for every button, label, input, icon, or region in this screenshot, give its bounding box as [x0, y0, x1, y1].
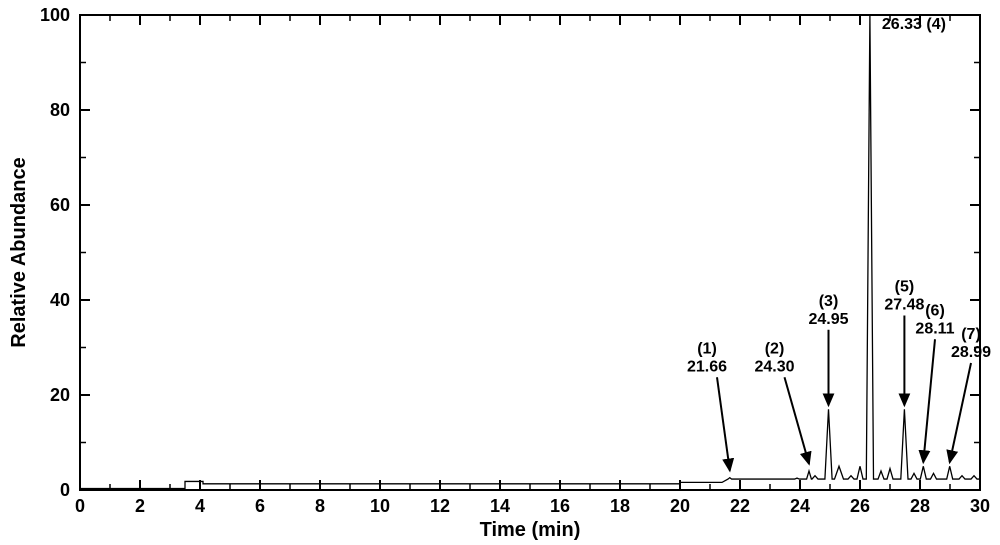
y-axis-label: Relative Abundance: [8, 157, 30, 347]
chart-svg: 024681012141618202224262830020406080100T…: [0, 0, 1000, 545]
x-tick-label: 20: [670, 496, 690, 516]
peak-id-label: (6): [925, 302, 945, 319]
peak-id-label: (7): [961, 326, 981, 343]
peak-arrow: [923, 339, 935, 462]
x-tick-label: 8: [315, 496, 325, 516]
peak-id-label: (1): [697, 340, 717, 357]
peak-rt-label: 24.95: [808, 311, 848, 328]
y-tick-label: 60: [50, 195, 70, 215]
x-tick-label: 22: [730, 496, 750, 516]
y-tick-label: 0: [60, 480, 70, 500]
peak-id-label: (2): [765, 340, 785, 357]
x-tick-label: 26: [850, 496, 870, 516]
peak-arrow: [717, 377, 730, 470]
x-tick-label: 24: [790, 496, 810, 516]
x-tick-label: 30: [970, 496, 990, 516]
peak-arrow: [950, 363, 971, 462]
peak-rt-label: 21.66: [687, 358, 727, 375]
peak-rt-label: 24.30: [754, 358, 794, 375]
y-tick-label: 20: [50, 385, 70, 405]
peak-rt-label: 28.99: [951, 344, 991, 361]
x-tick-label: 4: [195, 496, 205, 516]
x-tick-label: 16: [550, 496, 570, 516]
y-tick-label: 80: [50, 100, 70, 120]
x-tick-label: 18: [610, 496, 630, 516]
peak-rt-label: 27.48: [884, 297, 924, 314]
plot-frame: [80, 15, 980, 490]
x-axis-label: Time (min): [480, 519, 581, 541]
peak-rt-label: 28.11: [915, 320, 954, 337]
chromatogram-chart: 024681012141618202224262830020406080100T…: [0, 0, 1000, 545]
x-tick-label: 14: [490, 496, 510, 516]
peak-arrow: [785, 377, 810, 464]
peak-id-label: (3): [819, 293, 839, 310]
peak-id-label: (5): [895, 279, 915, 296]
chromatogram-trace: [80, 15, 980, 489]
x-tick-label: 6: [255, 496, 265, 516]
x-tick-label: 2: [135, 496, 145, 516]
y-tick-label: 40: [50, 290, 70, 310]
x-tick-label: 12: [430, 496, 450, 516]
x-tick-label: 0: [75, 496, 85, 516]
peak-label: 26.33 (4): [882, 16, 946, 33]
x-tick-label: 10: [370, 496, 390, 516]
y-tick-label: 100: [40, 5, 70, 25]
x-tick-label: 28: [910, 496, 930, 516]
